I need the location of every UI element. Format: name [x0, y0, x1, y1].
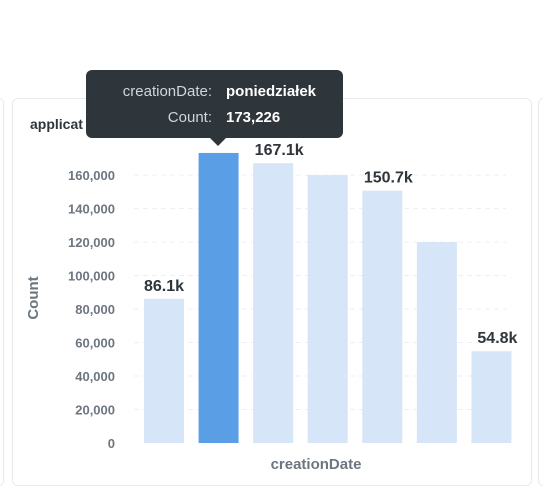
tooltip-key: Count:	[167, 109, 212, 126]
y-tick-label: 0	[108, 436, 115, 451]
bar[interactable]	[307, 175, 348, 443]
bar-tooltip: creationDate: poniedziałek Count: 173,22…	[86, 70, 343, 146]
y-axis-label: Count	[25, 276, 42, 319]
data-labels: 86.1k 167.1k 150.7k 54.8k	[144, 142, 518, 347]
tooltip-key: creationDate:	[122, 83, 212, 100]
bar[interactable]	[198, 152, 239, 444]
bar[interactable]	[144, 298, 184, 443]
bar[interactable]	[471, 351, 512, 443]
tooltip-value: poniedziałek	[226, 83, 317, 100]
y-tick-label: 60,000	[75, 336, 115, 351]
data-label: 86.1k	[144, 278, 184, 295]
y-tick-label: 20,000	[75, 403, 115, 418]
y-tick-label: 100,000	[68, 269, 115, 284]
adjacent-card-right	[538, 98, 543, 486]
y-tick-label: 80,000	[75, 302, 115, 317]
y-tick-label: 140,000	[68, 202, 115, 217]
y-tick-label: 160,000	[68, 168, 115, 183]
bar[interactable]	[362, 190, 403, 443]
y-tick-label: 40,000	[75, 369, 115, 384]
data-label: 167.1k	[255, 142, 304, 159]
bars	[144, 152, 512, 444]
data-label: 150.7k	[364, 170, 413, 187]
tooltip-value: 173,226	[226, 109, 281, 126]
y-tick-labels: 0 20,000 40,000 60,000 80,000 100,000 120,000 1…	[68, 168, 115, 451]
data-label: 54.8k	[477, 330, 517, 347]
bar[interactable]	[416, 242, 457, 443]
card-title[interactable]: applicat	[30, 116, 83, 132]
x-axis-label: creationDate	[271, 456, 362, 473]
bar[interactable]	[253, 163, 294, 443]
y-tick-label: 120,000	[68, 235, 115, 250]
